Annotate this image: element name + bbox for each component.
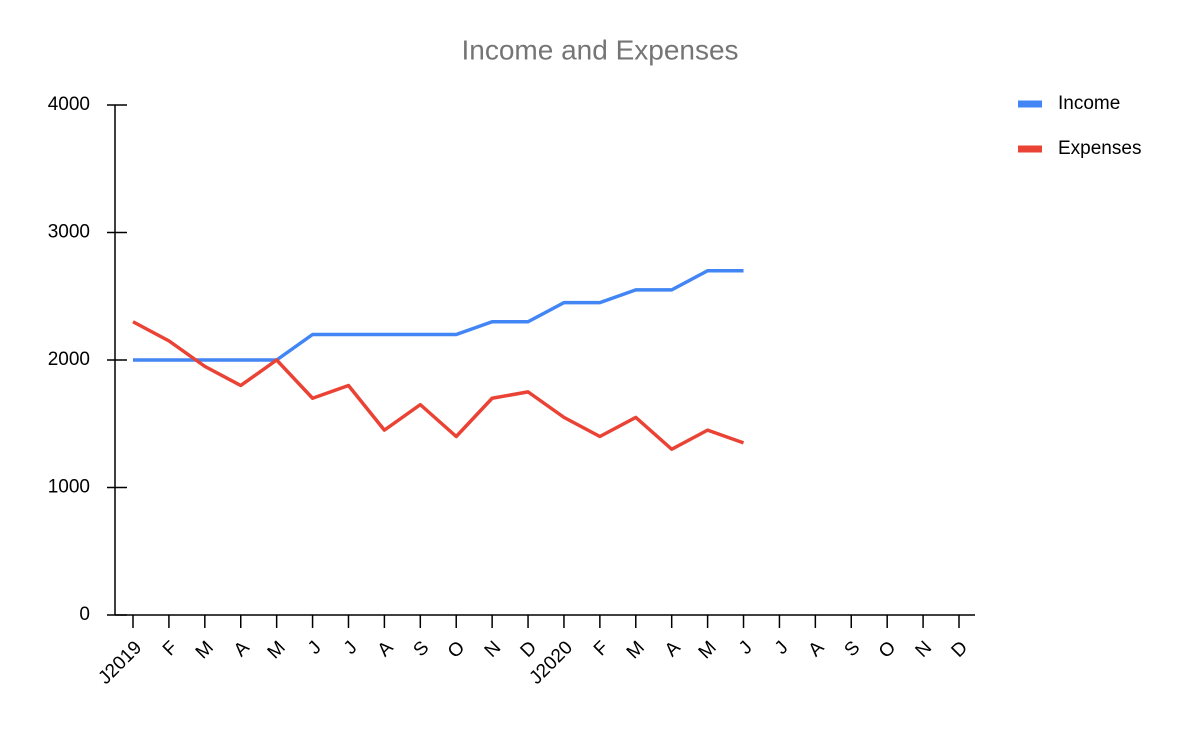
x-tick-label: M (695, 637, 721, 663)
x-tick-label: S (410, 637, 434, 661)
legend-swatch (1018, 100, 1042, 108)
x-tick-label: J (771, 637, 793, 659)
x-tick-label: O (875, 637, 900, 662)
x-tick-label: D (948, 637, 973, 662)
x-tick-label: A (661, 637, 685, 661)
x-tick-label: A (230, 637, 254, 661)
x-tick-label: S (841, 637, 865, 661)
chart-title: Income and Expenses (461, 34, 738, 65)
x-tick-label: M (192, 637, 218, 663)
x-tick-label: J (340, 637, 362, 659)
x-tick-label: M (264, 637, 290, 663)
x-tick-label: J (735, 637, 757, 659)
y-tick-label: 0 (79, 604, 90, 625)
x-tick-label: J2019 (95, 637, 146, 688)
x-tick-label: N (481, 637, 506, 662)
y-tick-label: 2000 (48, 349, 90, 370)
legend-label: Income (1058, 93, 1120, 114)
series-line (132, 320, 745, 451)
x-tick-label: D (517, 637, 542, 662)
legend-swatch (1018, 145, 1042, 153)
x-tick-label: A (805, 637, 829, 661)
x-tick-label: M (623, 637, 649, 663)
series-line (133, 269, 744, 362)
legend-label: Expenses (1058, 138, 1141, 159)
x-tick-label: N (912, 637, 937, 662)
y-tick-label: 4000 (48, 94, 90, 115)
x-tick-label: A (374, 637, 398, 661)
x-tick-label: F (159, 637, 182, 660)
x-tick-label: F (590, 637, 613, 660)
y-tick-label: 3000 (48, 222, 90, 243)
y-tick-label: 1000 (48, 477, 90, 498)
x-tick-label: O (444, 637, 469, 662)
x-tick-label: J (304, 637, 326, 659)
